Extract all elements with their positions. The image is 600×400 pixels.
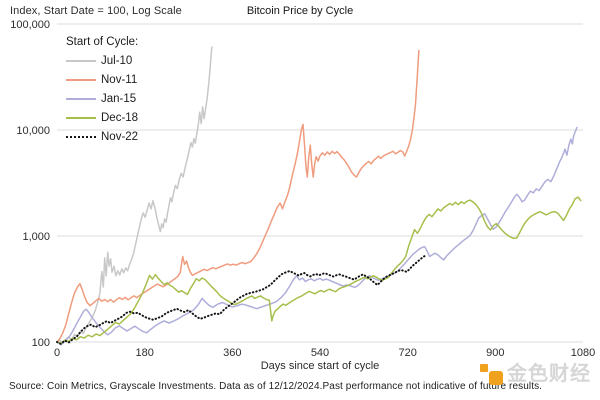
x-tick-label: 540 (311, 347, 329, 359)
series-line-dec-18 (56, 196, 582, 345)
y-tick-label: 1,000 (22, 231, 50, 243)
watermark-brand: 金色财经 (507, 363, 591, 385)
legend-title: Start of Cycle: (66, 36, 139, 48)
watermark: 金色财经 (480, 362, 591, 386)
legend-label: Dec-18 (101, 111, 139, 124)
x-tick-label: 1080 (571, 347, 595, 359)
legend-items: Jul-10 Nov-11 Jan-15 Dec-18 Nov-22 (66, 51, 138, 146)
source-note: Source: Coin Metrics, Grayscale Investme… (9, 381, 543, 392)
legend-label: Jul-10 (101, 54, 133, 67)
jinse-logo-icon (480, 362, 504, 386)
y-tick-label: 10,000 (16, 125, 50, 137)
y-tick-label: 100 (32, 337, 50, 349)
legend-item-nov-22: Nov-22 (66, 127, 138, 146)
series-line-jul-10 (56, 46, 213, 345)
legend-swatch-nov-22-icon (66, 135, 96, 138)
legend-item-jan-15: Jan-15 (66, 89, 138, 108)
legend-item-dec-18: Dec-18 (66, 108, 138, 127)
legend-swatch-jul-10-icon (66, 59, 96, 62)
legend-label: Nov-22 (101, 130, 139, 143)
x-tick-label: 720 (398, 347, 416, 359)
x-tick-label: 900 (486, 347, 504, 359)
x-tick-label: 0 (54, 347, 60, 359)
x-tick-label: 360 (223, 347, 241, 359)
x-axis-title: Days since start of cycle (260, 360, 380, 372)
y-tick-label: 100,000 (10, 19, 50, 31)
legend: Start of Cycle: Jul-10 Nov-11 Jan-15 Dec-18… (66, 36, 138, 146)
series-line-jan-15 (56, 126, 578, 346)
legend-label: Nov-11 (101, 73, 138, 86)
chart-title: Bitcoin Price by Cycle (246, 5, 354, 17)
legend-item-jul-10: Jul-10 (66, 51, 138, 70)
legend-swatch-jan-15-icon (66, 97, 96, 100)
y-axis-note: Index, Start Date = 100, Log Scale (10, 5, 182, 17)
legend-swatch-nov-11-icon (66, 78, 96, 81)
legend-label: Jan-15 (101, 92, 137, 105)
x-tick-label: 180 (135, 347, 153, 359)
series-line-nov-22 (56, 255, 426, 345)
legend-swatch-dec-18-icon (66, 116, 96, 119)
legend-item-nov-11: Nov-11 (66, 70, 138, 89)
series-line-nov-11 (56, 49, 420, 343)
